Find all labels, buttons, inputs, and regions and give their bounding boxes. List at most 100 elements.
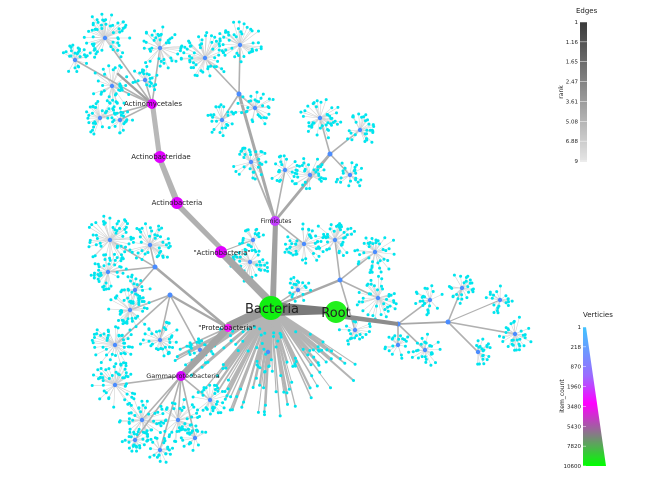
leaf-node (304, 257, 308, 261)
leaf-node (429, 363, 433, 367)
inner-node (295, 287, 301, 293)
inner-node (352, 327, 358, 333)
leaf-node (222, 70, 226, 74)
leaf-node (139, 342, 142, 346)
leaf-node (88, 241, 92, 244)
actinobacteria-class-label: Actinobacteria (152, 199, 203, 207)
leaf-node (372, 284, 376, 288)
leaf-node (280, 163, 284, 167)
leaf-edge (306, 174, 311, 189)
leaf-node (213, 392, 217, 395)
leaf-node (206, 67, 210, 71)
leaf-node (159, 59, 163, 63)
leaf-edge (493, 299, 501, 313)
leaf-node (159, 424, 163, 428)
leaf-node (301, 114, 305, 118)
leaf-node (132, 282, 136, 286)
leaf-node (353, 362, 357, 366)
leaf-node (370, 265, 374, 269)
bacteria-node[interactable] (259, 296, 283, 320)
leaf-node (119, 259, 123, 263)
leaf-node (376, 288, 379, 292)
leaf-edge (104, 21, 124, 39)
branch-edge (159, 294, 171, 341)
branch-edge (221, 93, 240, 121)
leaf-edge (115, 297, 131, 311)
leaf-edge (250, 161, 262, 175)
leaf-node (144, 61, 148, 65)
leaf-node (121, 26, 125, 30)
gammaproteobacteria-node[interactable] (176, 371, 186, 381)
leaf-node (151, 440, 155, 444)
leaf-edge (239, 27, 248, 46)
leaf-node (158, 251, 161, 255)
leaf-node (309, 396, 313, 400)
leaf-node (294, 249, 298, 253)
leaf-node (478, 345, 482, 348)
firmicutes-node[interactable] (270, 216, 280, 226)
leaf-node (359, 178, 363, 182)
leaf-edge (103, 254, 109, 273)
leaf-node (143, 252, 147, 256)
inner-node (301, 241, 307, 247)
leaf-node (307, 281, 311, 285)
leaf-node (116, 326, 120, 330)
leaf-node (115, 222, 119, 226)
leaf-node (157, 224, 161, 228)
leaf-node (346, 227, 350, 231)
leaf-node (140, 258, 144, 261)
leaf-node (423, 286, 427, 290)
leaf-node (504, 331, 508, 334)
leaf-node (471, 287, 475, 291)
actinobacteria-class-node[interactable] (171, 197, 183, 209)
leaf-node (144, 40, 148, 44)
leaf-node (517, 348, 521, 352)
leaf-node (145, 307, 149, 310)
actinomycetales-node[interactable] (147, 99, 157, 109)
leaf-edge (359, 124, 374, 131)
leaf-edge (319, 107, 339, 119)
leaf-node (135, 433, 139, 436)
leaf-node (383, 308, 387, 311)
leaf-node (376, 261, 380, 265)
leaf-node (426, 332, 429, 336)
leaf-node (108, 216, 112, 220)
inner-node (132, 437, 138, 443)
leaf-nodes-layer (61, 12, 533, 464)
leaf-node (168, 345, 171, 349)
leaf-edge (104, 28, 120, 39)
leaf-node (154, 36, 158, 40)
leaf-node (239, 60, 243, 64)
leaf-node (288, 281, 292, 285)
leaf-node (254, 150, 258, 154)
leaf-node (113, 296, 117, 300)
root-node[interactable] (325, 301, 347, 323)
leaf-node (269, 358, 273, 362)
actinobacteridae-node[interactable] (154, 151, 166, 163)
leaf-node (312, 252, 315, 255)
leaf-node (108, 256, 112, 260)
actinobacteria-phylum-node[interactable] (215, 246, 227, 258)
leaf-node (153, 411, 157, 415)
leaf-node (369, 268, 373, 272)
leaf-node (174, 59, 178, 63)
leaf-node (245, 109, 249, 113)
leaf-node (257, 29, 260, 33)
leaf-node (175, 328, 179, 332)
leaf-edge (283, 155, 286, 171)
leaf-node (134, 277, 138, 281)
leaf-node (174, 440, 178, 443)
leaf-node (108, 101, 112, 105)
leaf-edge (424, 349, 432, 366)
leaf-node (222, 51, 225, 54)
leaf-node (116, 244, 119, 248)
proteobacteria-node[interactable] (224, 324, 232, 332)
leaf-edge (194, 57, 206, 76)
leaf-node (345, 233, 349, 237)
leaf-node (313, 241, 317, 245)
leaf-node (92, 132, 96, 136)
leaf-node (101, 383, 105, 387)
leaf-edge (104, 14, 112, 39)
leaf-node (154, 83, 158, 87)
leaf-node (436, 340, 440, 344)
